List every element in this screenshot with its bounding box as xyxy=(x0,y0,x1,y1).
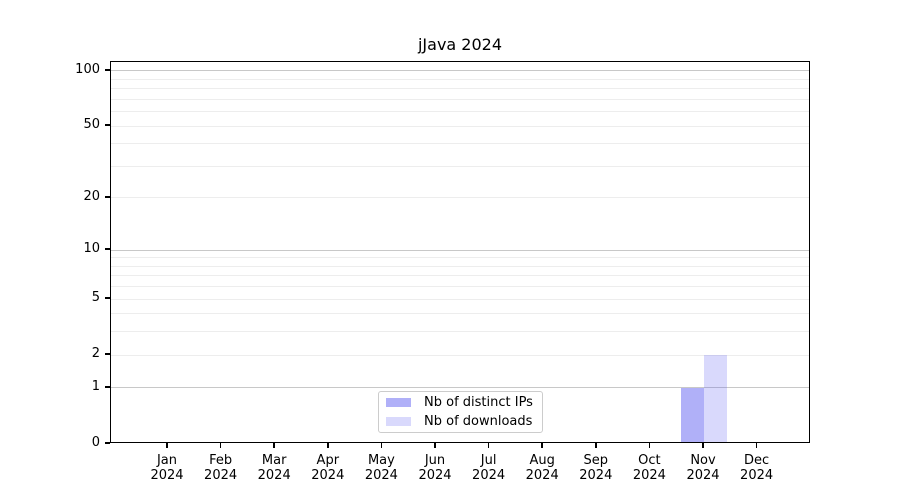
minor-gridline xyxy=(111,286,809,288)
minor-gridline xyxy=(111,197,809,199)
x-tick-label: Mar 2024 xyxy=(257,453,291,483)
y-tick xyxy=(105,442,110,444)
x-tick xyxy=(273,443,275,448)
x-tick xyxy=(755,443,758,448)
x-tick xyxy=(166,443,168,448)
legend-item-downloads: Nb of downloads xyxy=(386,414,542,429)
x-tick xyxy=(327,443,329,448)
x-tick-label: Jul 2024 xyxy=(472,453,506,483)
y-tick-label: 50 xyxy=(83,117,100,133)
major-gridline xyxy=(111,70,809,72)
minor-gridline xyxy=(111,265,809,267)
x-tick xyxy=(380,443,383,448)
plot-area xyxy=(110,61,810,443)
y-tick xyxy=(105,386,110,388)
minor-gridline xyxy=(111,313,809,315)
x-tick-label: Apr 2024 xyxy=(311,453,345,483)
x-tick-label: Sep 2024 xyxy=(579,453,613,483)
minor-gridline xyxy=(111,331,809,333)
x-tick-label: Nov 2024 xyxy=(686,453,720,483)
x-tick-label: Oct 2024 xyxy=(632,453,666,483)
x-tick xyxy=(541,443,543,448)
minor-gridline xyxy=(111,165,809,167)
y-tick-label: 1 xyxy=(91,378,100,394)
minor-gridline xyxy=(111,143,809,145)
minor-gridline xyxy=(111,98,809,100)
y-tick-label: 20 xyxy=(83,188,100,204)
x-tick xyxy=(648,443,651,448)
minor-gridline xyxy=(111,298,809,300)
x-tick-label: Aug 2024 xyxy=(525,453,559,483)
y-tick xyxy=(105,297,110,299)
x-tick xyxy=(434,443,436,448)
y-tick xyxy=(105,69,110,71)
x-tick xyxy=(487,443,490,448)
minor-gridline xyxy=(111,111,809,113)
y-tick-label: 0 xyxy=(91,435,100,450)
minor-gridline xyxy=(111,125,809,127)
y-tick xyxy=(105,196,110,198)
legend-swatch-distinct-ips xyxy=(386,398,411,407)
x-tick-label: May 2024 xyxy=(364,453,398,483)
x-tick xyxy=(595,443,597,448)
y-tick xyxy=(105,124,110,126)
x-tick-label: Jun 2024 xyxy=(418,453,452,483)
major-gridline xyxy=(111,387,809,389)
bar-distinct-ips xyxy=(681,387,704,442)
bar-downloads xyxy=(704,355,727,442)
y-tick-label: 100 xyxy=(75,61,100,77)
legend-item-distinct-ips: Nb of distinct IPs xyxy=(386,395,542,410)
y-tick-label: 5 xyxy=(91,290,100,306)
x-tick xyxy=(219,443,222,448)
legend-label-distinct-ips: Nb of distinct IPs xyxy=(424,395,533,410)
legend: Nb of distinct IPs Nb of downloads xyxy=(378,391,543,433)
y-tick-label: 2 xyxy=(91,346,100,362)
minor-gridline xyxy=(111,78,809,80)
legend-label-downloads: Nb of downloads xyxy=(424,414,533,429)
x-tick-label: Jan 2024 xyxy=(150,453,184,483)
minor-gridline xyxy=(111,257,809,259)
y-tick-label: 10 xyxy=(83,241,100,257)
x-tick-label: Feb 2024 xyxy=(204,453,238,483)
legend-swatch-downloads xyxy=(386,417,411,426)
minor-gridline xyxy=(111,275,809,277)
minor-gridline xyxy=(111,354,809,356)
y-tick xyxy=(105,353,110,355)
x-tick xyxy=(702,443,704,448)
y-tick xyxy=(105,248,110,250)
major-gridline xyxy=(111,249,809,251)
x-tick-label: Dec 2024 xyxy=(740,453,774,483)
minor-gridline xyxy=(111,88,809,90)
chart-title: jJava 2024 xyxy=(417,35,503,54)
